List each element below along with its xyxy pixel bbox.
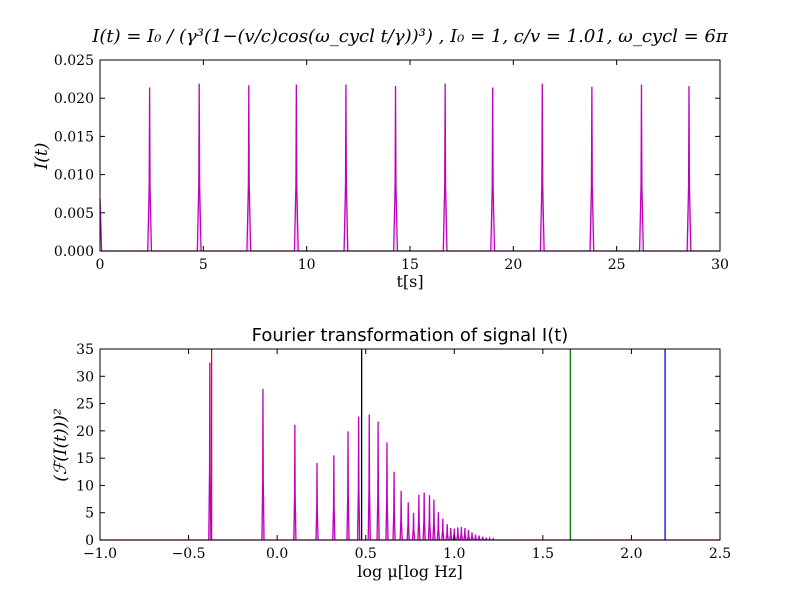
fourier-y-tick-label: 10 xyxy=(76,478,94,494)
fourier-y-tick-label: 0 xyxy=(85,533,94,549)
fourier-title: Fourier transformation of signal I(t) xyxy=(252,325,569,346)
fourier-y-label: (ℱ(I(t)))² xyxy=(51,408,71,482)
fourier-x-tick-label: 2.0 xyxy=(620,546,642,562)
time-signal-series xyxy=(99,83,720,252)
fourier-line xyxy=(100,362,720,541)
time-signal-x-tick-label: 20 xyxy=(504,257,522,273)
time-signal-line xyxy=(99,83,720,252)
fourier-axes-frame xyxy=(99,348,721,541)
time-signal-title: I(t) = I₀ / (γ³(1−(v/c)cos(ω_cycl t/γ))³… xyxy=(91,26,729,47)
time-signal-x-label: t[s] xyxy=(396,272,423,291)
fourier-x-tick-label: 0.5 xyxy=(355,546,377,562)
fourier-y-tick-label: 20 xyxy=(76,424,94,440)
fourier-series xyxy=(100,362,720,541)
time-signal-x-tick-label: 10 xyxy=(298,257,316,273)
fourier-y-tick-label: 15 xyxy=(76,451,94,467)
fourier-x-tick-label: 1.0 xyxy=(443,546,465,562)
time-signal-x-tick-label: 15 xyxy=(401,257,419,273)
time-signal-y-tick-label: 0.010 xyxy=(54,168,94,184)
fourier-x-tick-label: −1.0 xyxy=(83,546,117,562)
time-signal-y-tick-label: 0.020 xyxy=(54,91,94,107)
time-signal-y-tick-label: 0.000 xyxy=(54,244,94,260)
time-signal-panel: I(t) = I₀ / (γ³(1−(v/c)cos(ω_cycl t/γ))³… xyxy=(32,26,729,291)
time-signal-x-tick-label: 30 xyxy=(711,257,729,273)
fourier-y-tick-label: 35 xyxy=(76,342,94,358)
fourier-y-tick-label: 30 xyxy=(76,369,94,385)
time-signal-x-tick-label: 5 xyxy=(199,257,208,273)
fourier-panel: Fourier transformation of signal I(t) −1… xyxy=(51,325,731,581)
time-signal-x-ticks: 0 5 10 15 20 25 30 xyxy=(96,60,729,273)
time-signal-y-tick-label: 0.015 xyxy=(54,129,94,145)
fourier-x-tick-label: −0.5 xyxy=(172,546,206,562)
time-signal-y-label: I(t) xyxy=(32,143,52,171)
fourier-y-tick-label: 25 xyxy=(76,397,94,413)
fourier-x-tick-label: 0.0 xyxy=(266,546,288,562)
time-signal-y-ticks: 0.000 0.005 0.010 0.015 0.020 0.025 xyxy=(54,53,720,260)
fourier-x-tick-label: 2.5 xyxy=(709,546,731,562)
fourier-y-ticks: 0 5 10 15 20 25 30 35 xyxy=(76,342,720,549)
fourier-x-label: log μ[log Hz] xyxy=(357,562,462,581)
fourier-y-tick-label: 5 xyxy=(85,506,94,522)
time-signal-x-tick-label: 25 xyxy=(608,257,626,273)
time-signal-y-tick-label: 0.005 xyxy=(54,206,94,222)
time-signal-x-tick-label: 0 xyxy=(96,257,105,273)
time-signal-axes-frame xyxy=(99,59,721,252)
fourier-vertical-lines xyxy=(210,349,666,540)
fourier-x-tick-label: 1.5 xyxy=(532,546,554,562)
time-signal-y-tick-label: 0.025 xyxy=(54,53,94,69)
fourier-x-ticks: −1.0 −0.5 0.0 0.5 1.0 1.5 2.0 2.5 xyxy=(83,349,731,562)
